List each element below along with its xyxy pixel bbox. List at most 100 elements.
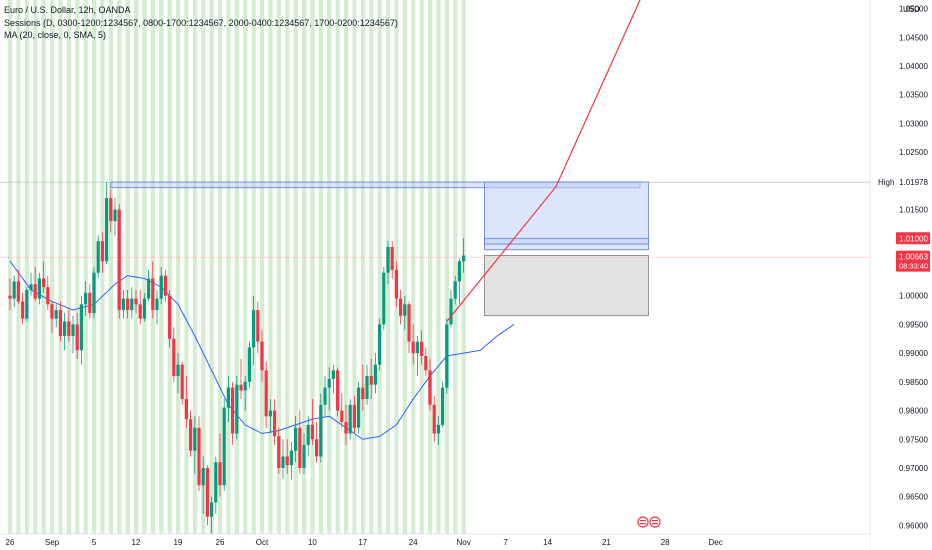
session-stripe [260, 0, 265, 534]
candle-body [33, 284, 37, 299]
x-tick-label: Dec [708, 538, 722, 547]
session-stripe [335, 0, 340, 534]
y-tick-label: 1.04000 [899, 62, 928, 71]
session-stripe [327, 0, 332, 534]
session-stripe [192, 0, 197, 534]
candle-body [403, 304, 407, 316]
x-tick-label: 12 [132, 538, 141, 547]
session-stripe [24, 0, 29, 534]
x-tick-label: 26 [216, 538, 225, 547]
y-tick-label: 0.97000 [899, 464, 928, 473]
y-tick-label: 1.00000 [899, 292, 928, 301]
level-badge [896, 232, 930, 245]
candle-body [331, 370, 335, 379]
session-stripe [8, 0, 13, 534]
candle-body [214, 462, 218, 503]
candle-body [399, 298, 403, 316]
legend-sessions-indicator[interactable]: Sessions (D, 0300-1200:1234567, 0800-170… [4, 17, 398, 28]
candle-body [105, 198, 109, 262]
session-stripe [83, 0, 88, 534]
candle-body [260, 341, 264, 371]
candle-body [126, 298, 130, 311]
candle-body [50, 304, 54, 319]
candle-body [96, 241, 100, 273]
candle-body [142, 298, 146, 319]
high-tag-label: High [878, 178, 894, 187]
candle-body [449, 298, 453, 325]
x-tick-label: 7 [503, 538, 508, 547]
candle-body [210, 502, 214, 517]
candle-body [281, 456, 285, 468]
session-stripe [344, 0, 349, 534]
x-tick-label: Nov [456, 538, 470, 547]
candle-body [201, 467, 205, 486]
session-stripe [411, 0, 416, 534]
session-stripe [436, 0, 441, 534]
y-tick-label: 0.99000 [899, 349, 928, 358]
candle-body [25, 289, 29, 319]
candle-body [88, 292, 92, 313]
candle-body [352, 404, 356, 428]
x-tick-label: 17 [358, 538, 367, 547]
candle-body [256, 310, 260, 342]
level-badge-value: 1.01000 [899, 234, 928, 243]
session-stripe [293, 0, 298, 534]
candle-body [54, 310, 58, 319]
x-tick-label: 10 [308, 538, 317, 547]
candle-body [134, 298, 138, 305]
x-tick-label: 14 [543, 538, 552, 547]
session-stripe [276, 0, 281, 534]
y-tick-label: 1.01500 [899, 206, 928, 215]
candle-body [92, 272, 96, 313]
candle-body [457, 261, 461, 282]
candle-body [357, 387, 361, 428]
session-stripes [8, 0, 466, 534]
x-tick-label: 5 [92, 538, 97, 547]
candle-body [163, 275, 167, 296]
session-stripe [209, 0, 214, 534]
candle-body [168, 295, 172, 339]
session-stripe [226, 0, 231, 534]
candle-body [323, 387, 327, 405]
candle-body [151, 278, 155, 311]
currency-label: USD [903, 5, 920, 14]
y-tick-label: 1.03500 [899, 91, 928, 100]
legend-ma-indicator[interactable]: MA (20, close, 0, SMA, 5) [4, 30, 107, 40]
candle-body [67, 321, 71, 336]
candle-body [369, 376, 373, 385]
session-stripe [176, 0, 181, 534]
candle-body [373, 364, 377, 385]
candle-body [222, 407, 226, 486]
session-stripe [402, 0, 407, 534]
y-tick-label: 0.98500 [899, 378, 928, 387]
candle-body [348, 404, 352, 434]
high-tag-value: 1.01978 [899, 178, 928, 187]
candle-body [37, 278, 41, 299]
candle-body [184, 399, 188, 420]
candle-body [302, 445, 306, 468]
session-stripe [453, 0, 458, 534]
candle-body [247, 347, 251, 382]
candles [8, 182, 466, 543]
candle-body [243, 381, 247, 391]
candle-body [445, 324, 449, 388]
candle-body [327, 378, 331, 388]
candle-body [407, 304, 411, 342]
y-tick-label: 0.98000 [899, 407, 928, 416]
candle-body [155, 298, 159, 311]
session-stripe [234, 0, 239, 534]
legend-symbol[interactable]: Euro / U.S. Dollar, 12h, OANDA [4, 5, 131, 15]
price-axis-bg [870, 0, 932, 550]
y-tick-label: 0.96000 [899, 521, 928, 530]
candle-body [424, 356, 428, 371]
candle-body [75, 324, 79, 351]
candle-body [130, 298, 134, 311]
candle-body [428, 370, 432, 405]
session-stripe [58, 0, 63, 534]
candle-body [172, 338, 176, 377]
candle-body [176, 364, 180, 377]
session-stripe [310, 0, 315, 534]
candle-body [462, 255, 466, 262]
last-price-timer: 08:33:40 [899, 262, 928, 271]
